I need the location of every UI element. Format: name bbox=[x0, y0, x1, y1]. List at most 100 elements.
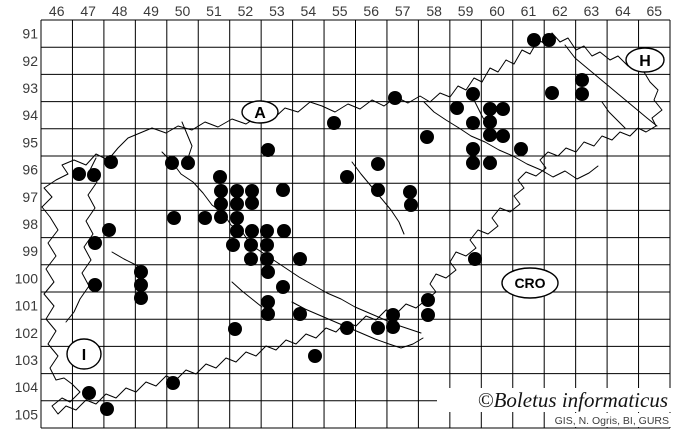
occurrence-dot bbox=[468, 252, 482, 266]
occurrence-dot bbox=[181, 156, 195, 170]
y-axis-tick-label: 102 bbox=[15, 325, 39, 341]
occurrence-dot bbox=[276, 183, 290, 197]
occurrence-dots bbox=[72, 33, 589, 416]
x-axis-tick-label: 47 bbox=[80, 3, 96, 19]
river-mura bbox=[564, 44, 658, 127]
occurrence-dot bbox=[483, 115, 497, 129]
occurrence-dot bbox=[371, 157, 385, 171]
occurrence-dot bbox=[450, 101, 464, 115]
occurrence-dot bbox=[371, 183, 385, 197]
occurrence-dot bbox=[404, 198, 418, 212]
country-label-text: H bbox=[639, 53, 651, 70]
x-axis-labels: 46 47 48 49 50 51 52 53 54 55 56 57 58 59 60 61 62 63 64 65 bbox=[49, 3, 662, 19]
occurrence-dot bbox=[245, 224, 259, 238]
x-axis-tick-label: 59 bbox=[458, 3, 474, 19]
occurrence-dot bbox=[165, 156, 179, 170]
occurrence-dot bbox=[386, 320, 400, 334]
occurrence-dot bbox=[293, 307, 307, 321]
credits-text: GIS, N. Ogris, BI, GURS bbox=[555, 415, 669, 427]
occurrence-dot bbox=[245, 184, 259, 198]
occurrence-dot bbox=[230, 224, 244, 238]
x-axis-tick-label: 54 bbox=[301, 3, 317, 19]
occurrence-dot bbox=[293, 252, 307, 266]
occurrence-dot bbox=[527, 33, 541, 47]
x-axis-tick-label: 55 bbox=[332, 3, 348, 19]
occurrence-dot bbox=[167, 211, 181, 225]
occurrence-dot bbox=[277, 224, 291, 238]
x-axis-tick-label: 62 bbox=[552, 3, 568, 19]
occurrence-dot bbox=[420, 130, 434, 144]
occurrence-dot bbox=[466, 116, 480, 130]
y-axis-tick-label: 100 bbox=[15, 270, 39, 286]
y-axis-tick-label: 95 bbox=[22, 134, 38, 150]
x-axis-tick-label: 48 bbox=[112, 3, 128, 19]
river-drava bbox=[423, 101, 599, 180]
x-axis-tick-label: 53 bbox=[269, 3, 285, 19]
occurrence-dot bbox=[260, 238, 274, 252]
occurrence-dot bbox=[327, 116, 341, 130]
occurrence-dot bbox=[421, 308, 435, 322]
occurrence-dot bbox=[542, 33, 556, 47]
y-axis-tick-label: 101 bbox=[15, 298, 39, 314]
occurrence-dot bbox=[198, 211, 212, 225]
country-ellipse bbox=[66, 338, 102, 370]
y-axis-tick-label: 105 bbox=[15, 406, 39, 422]
country-ellipse bbox=[501, 267, 559, 299]
occurrence-dot bbox=[214, 184, 228, 198]
occurrence-dot bbox=[245, 196, 259, 210]
y-axis-tick-label: 94 bbox=[22, 107, 38, 123]
occurrence-dot bbox=[226, 238, 240, 252]
x-axis-tick-label: 52 bbox=[238, 3, 254, 19]
river-tributary-ne bbox=[601, 101, 626, 129]
map-outline bbox=[41, 32, 663, 415]
occurrence-dot bbox=[230, 211, 244, 225]
occurrence-dot bbox=[466, 87, 480, 101]
occurrence-dot bbox=[340, 170, 354, 184]
occurrence-dot bbox=[166, 376, 180, 390]
x-axis-tick-label: 65 bbox=[646, 3, 662, 19]
y-axis-tick-label: 104 bbox=[15, 379, 39, 395]
x-axis-tick-label: 49 bbox=[143, 3, 159, 19]
y-axis-tick-label: 98 bbox=[22, 216, 38, 232]
occurrence-dot bbox=[340, 321, 354, 335]
copyright-background bbox=[437, 388, 677, 412]
occurrence-dot bbox=[134, 265, 148, 279]
occurrence-dot bbox=[466, 156, 480, 170]
occurrence-dot bbox=[483, 128, 497, 142]
country-label-text: A bbox=[254, 105, 266, 122]
country-label-text: CRO bbox=[514, 275, 545, 291]
occurrence-dot bbox=[88, 236, 102, 250]
occurrence-dot bbox=[228, 322, 242, 336]
country-ellipse bbox=[625, 47, 665, 73]
occurrence-dot bbox=[102, 223, 116, 237]
river-savinja bbox=[351, 161, 405, 235]
occurrence-dot bbox=[100, 402, 114, 416]
occurrence-dot bbox=[104, 155, 118, 169]
y-axis-labels: 91 92 93 94 95 96 97 98 99 100 101 102 103 104 105 bbox=[15, 26, 39, 423]
occurrence-dot bbox=[260, 224, 274, 238]
occurrence-dot bbox=[308, 349, 322, 363]
y-axis-tick-label: 93 bbox=[22, 80, 38, 96]
country-ellipse bbox=[241, 100, 279, 124]
y-axis-tick-label: 99 bbox=[22, 243, 38, 259]
x-axis-tick-label: 58 bbox=[426, 3, 442, 19]
x-axis-tick-label: 64 bbox=[615, 3, 631, 19]
occurrence-dot bbox=[483, 156, 497, 170]
river-ljubljanica bbox=[231, 281, 263, 308]
x-axis-tick-label: 56 bbox=[363, 3, 379, 19]
river-krka bbox=[291, 301, 424, 349]
occurrence-dot bbox=[88, 278, 102, 292]
copyright-text: ©Boletus informaticus bbox=[478, 388, 668, 412]
x-axis-tick-label: 61 bbox=[521, 3, 537, 19]
occurrence-dot bbox=[483, 102, 497, 116]
x-axis-tick-label: 50 bbox=[175, 3, 191, 19]
occurrence-dot bbox=[403, 185, 417, 199]
occurrence-dot bbox=[87, 168, 101, 182]
footer: ©Boletus informaticus GIS, N. Ogris, BI,… bbox=[437, 388, 677, 427]
occurrence-dot bbox=[575, 73, 589, 87]
occurrence-dot bbox=[72, 167, 86, 181]
river-sava bbox=[161, 151, 422, 334]
country-label-text: I bbox=[82, 347, 86, 364]
